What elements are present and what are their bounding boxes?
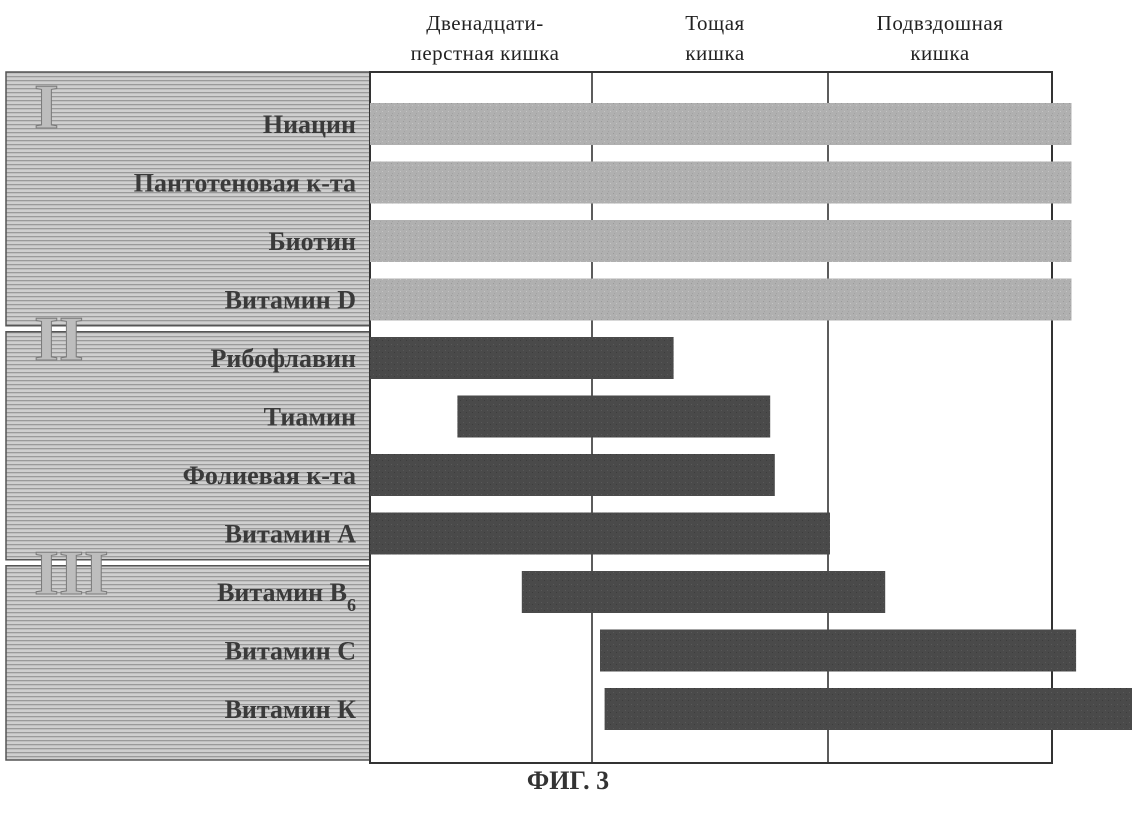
vitamin-label-subscript: 6 xyxy=(347,595,356,615)
group-label-III: III xyxy=(34,537,109,608)
figure-caption: ФИГ. 3 xyxy=(0,766,1136,796)
absorption-bar xyxy=(457,396,770,438)
absorption-bars xyxy=(370,103,1132,730)
absorption-bar xyxy=(370,162,1072,204)
vitamin-label: Витамин С xyxy=(225,637,356,666)
absorption-bar xyxy=(370,279,1072,321)
absorption-bar xyxy=(522,571,885,613)
vitamin-label: Биотин xyxy=(268,227,356,256)
group-label-II: II xyxy=(34,303,84,374)
absorption-bar xyxy=(370,220,1072,262)
vitamin-label: Тиамин xyxy=(264,403,356,432)
vitamin-label: Витамин К xyxy=(225,695,357,724)
absorption-bar xyxy=(600,630,1076,672)
absorption-bar xyxy=(370,337,674,379)
group-label-I: I xyxy=(34,71,59,142)
vitamin-label: Витамин А xyxy=(225,520,357,549)
vitamin-label: Пантотеновая к-та xyxy=(134,169,356,198)
absorption-bar xyxy=(370,454,775,496)
vitamin-label: Фолиевая к-та xyxy=(183,461,356,490)
absorption-bar xyxy=(370,103,1072,145)
vitamin-label: Витамин D xyxy=(225,286,356,315)
vitamin-label: Ниацин xyxy=(263,110,356,139)
absorption-bar xyxy=(605,688,1132,730)
absorption-bar xyxy=(370,513,830,555)
vitamin-label: Рибофлавин xyxy=(211,344,356,373)
